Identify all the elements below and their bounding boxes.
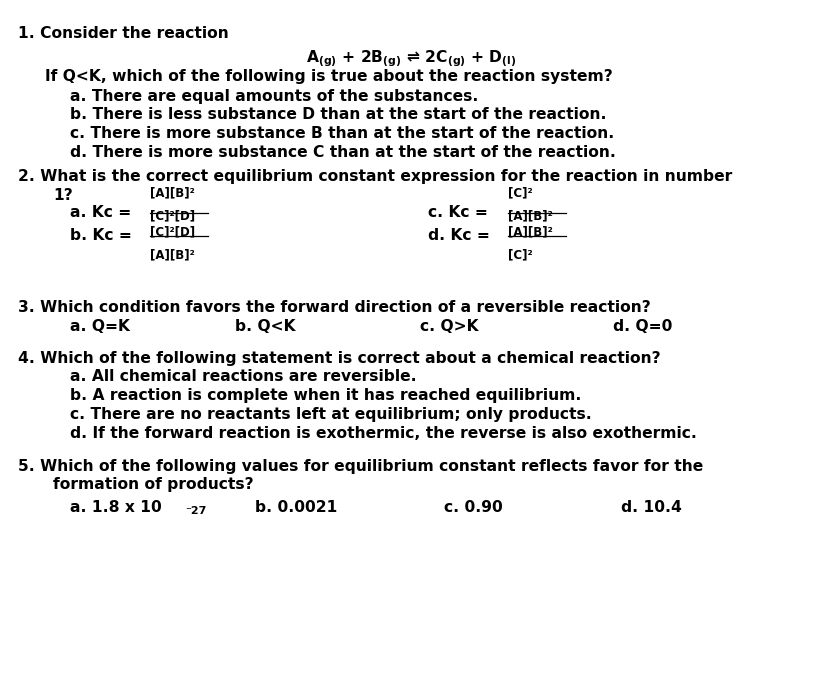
Text: d. If the forward reaction is exothermic, the reverse is also exothermic.: d. If the forward reaction is exothermic…: [70, 426, 697, 441]
Text: formation of products?: formation of products?: [53, 477, 254, 493]
Text: a. There are equal amounts of the substances.: a. There are equal amounts of the substa…: [70, 89, 478, 104]
Text: [C]²: [C]²: [508, 249, 532, 262]
Text: ⁻27: ⁻27: [185, 506, 207, 516]
Text: c. Q>K: c. Q>K: [420, 319, 478, 334]
Text: [C]²[D]: [C]²[D]: [150, 226, 195, 239]
Text: a. All chemical reactions are reversible.: a. All chemical reactions are reversible…: [70, 369, 416, 385]
Text: d. Kᴄ =: d. Kᴄ =: [428, 228, 495, 243]
Text: a. 1.8 x 10: a. 1.8 x 10: [70, 500, 161, 516]
Text: 5. Which of the following values for equilibrium constant reflects favor for the: 5. Which of the following values for equ…: [18, 459, 704, 474]
Text: 1. Consider the reaction: 1. Consider the reaction: [18, 26, 229, 41]
Text: [A][B]²: [A][B]²: [508, 209, 552, 222]
Text: If Q<K, which of the following is true about the reaction system?: If Q<K, which of the following is true a…: [45, 69, 613, 85]
Text: c. There is more substance B than at the start of the reaction.: c. There is more substance B than at the…: [70, 126, 614, 141]
Text: [A][B]²: [A][B]²: [508, 226, 552, 239]
Text: $\mathbf{A_{(g)}}$ $\mathbf{+}$ $\mathbf{2B_{(g)}}$ ⇌ $\mathbf{2C_{(g)}}$ $\math: $\mathbf{A_{(g)}}$ $\mathbf{+}$ $\mathbf…: [306, 49, 517, 69]
Text: b. There is less substance D than at the start of the reaction.: b. There is less substance D than at the…: [70, 107, 607, 123]
Text: b. Kᴄ =: b. Kᴄ =: [70, 228, 137, 243]
Text: d. There is more substance C than at the start of the reaction.: d. There is more substance C than at the…: [70, 145, 616, 160]
Text: a. Kᴄ =: a. Kᴄ =: [70, 205, 137, 220]
Text: c. There are no reactants left at equilibrium; only products.: c. There are no reactants left at equili…: [70, 407, 592, 422]
Text: 2. What is the correct equilibrium constant expression for the reaction in numbe: 2. What is the correct equilibrium const…: [18, 169, 732, 184]
Text: 4. Which of the following statement is correct about a chemical reaction?: 4. Which of the following statement is c…: [18, 351, 661, 366]
Text: [A][B]²: [A][B]²: [150, 186, 194, 200]
Text: b. A reaction is complete when it has reached equilibrium.: b. A reaction is complete when it has re…: [70, 388, 581, 403]
Text: c. Kᴄ =: c. Kᴄ =: [428, 205, 493, 220]
Text: 1?: 1?: [53, 188, 73, 204]
Text: d. Q=0: d. Q=0: [613, 319, 672, 334]
Text: [C]²[D]: [C]²[D]: [150, 209, 195, 222]
Text: 3. Which condition favors the forward direction of a reversible reaction?: 3. Which condition favors the forward di…: [18, 300, 651, 315]
Text: c. 0.90: c. 0.90: [444, 500, 503, 516]
Text: [A][B]²: [A][B]²: [150, 249, 194, 262]
Text: a. Q=K: a. Q=K: [70, 319, 130, 334]
Text: d. 10.4: d. 10.4: [621, 500, 682, 516]
Text: [C]²: [C]²: [508, 186, 532, 200]
Text: b. Q<K: b. Q<K: [235, 319, 295, 334]
Text: b. 0.0021: b. 0.0021: [255, 500, 337, 516]
